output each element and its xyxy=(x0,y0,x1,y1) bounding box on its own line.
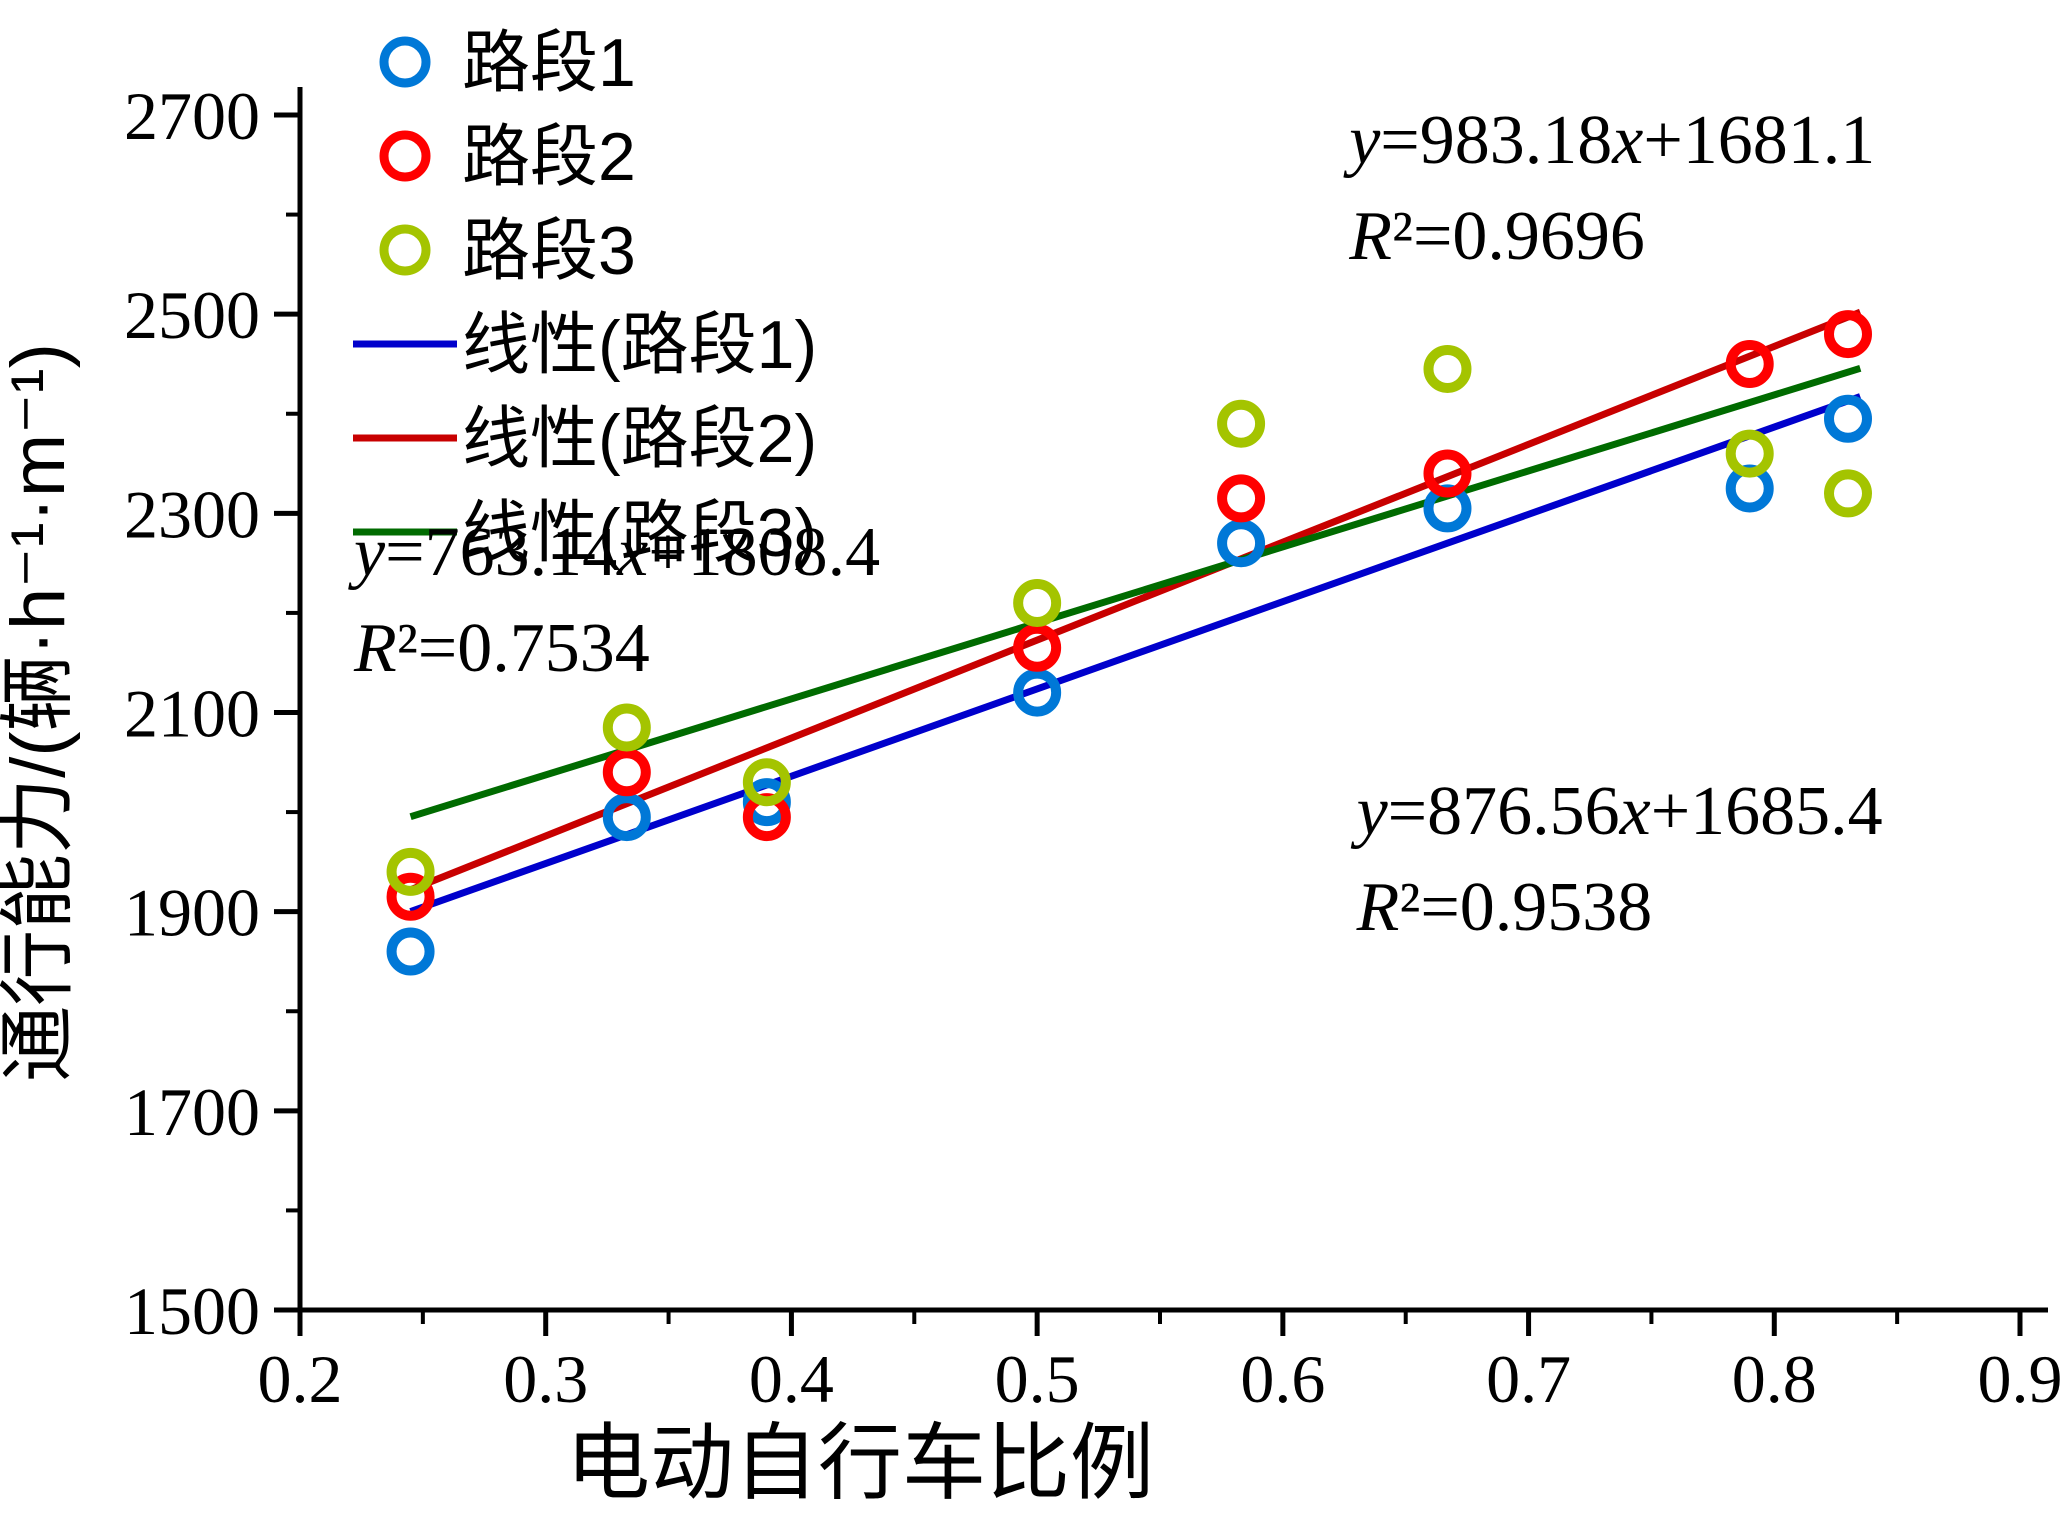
trend-line-3 xyxy=(409,364,1862,821)
x-tick-label: 0.4 xyxy=(749,1341,834,1417)
legend-label-trend-2: 线性(路段2) xyxy=(462,401,817,477)
scatter-point-series3 xyxy=(742,758,791,807)
scatter-point-series2 xyxy=(1423,449,1472,498)
y-axis-title: 通行能力/(辆·h⁻¹·m⁻¹) xyxy=(0,343,81,1082)
legend-label-series-3: 路段3 xyxy=(462,213,636,289)
annotation-equation-3: y=876.56x+1685.4 xyxy=(1351,773,1883,850)
trend-line-1 xyxy=(409,393,1862,915)
scatter-point-series2 xyxy=(602,748,651,797)
scatter-point-series2 xyxy=(1725,339,1774,388)
legend-label-trend-3: 线性(路段3) xyxy=(462,495,817,571)
legend-marker-circle-1 xyxy=(379,36,431,88)
scatter-point-series1 xyxy=(1824,394,1872,443)
x-tick-label: 0.3 xyxy=(503,1341,588,1417)
scatter-point-series2 xyxy=(386,872,435,921)
y-tick-label: 2100 xyxy=(124,676,260,752)
scatter-point-series2 xyxy=(1824,310,1872,359)
scatter-point-series2 xyxy=(1013,623,1062,672)
y-tick-label: 1900 xyxy=(124,875,260,951)
y-tick-label: 1700 xyxy=(124,1074,260,1150)
y-tick-label: 2300 xyxy=(124,476,260,552)
legend-label-series-1: 路段1 xyxy=(462,25,636,101)
scatter-point-series3 xyxy=(1725,429,1774,478)
annotation-r2-2: R²=0.7534 xyxy=(353,610,650,687)
legend-marker-circle-3 xyxy=(379,224,431,276)
scatter-point-series1 xyxy=(742,778,791,827)
legend-label-series-2: 路段2 xyxy=(462,119,636,195)
x-tick-label: 0.2 xyxy=(258,1341,343,1417)
scatter-point-series3 xyxy=(1824,469,1872,518)
annotation-r2-3: R²=0.9538 xyxy=(1356,869,1653,946)
scatter-point-series3 xyxy=(1013,578,1062,627)
scatter-point-series1 xyxy=(386,927,435,976)
y-tick-label: 2700 xyxy=(124,78,260,154)
x-axis-title: 电动自行车比例 xyxy=(566,1416,1154,1510)
x-tick-label: 0.8 xyxy=(1732,1341,1817,1417)
scatter-point-series3 xyxy=(1217,399,1266,448)
annotation-r2-1: R²=0.9696 xyxy=(1348,198,1645,275)
trend-line-2 xyxy=(409,308,1862,894)
annotation-equation-1: y=983.18x+1681.1 xyxy=(1343,102,1875,179)
y-tick-label: 2500 xyxy=(124,277,260,353)
legend-label-trend-1: 线性(路段1) xyxy=(462,307,817,383)
scatter-point-series3 xyxy=(386,847,435,896)
scatter-point-series2 xyxy=(1217,474,1266,523)
scatter-point-series3 xyxy=(1423,344,1472,393)
y-tick-label: 1500 xyxy=(124,1273,260,1349)
x-tick-label: 0.9 xyxy=(1978,1341,2063,1417)
scatter-point-series1 xyxy=(1217,519,1266,568)
x-tick-label: 0.6 xyxy=(1240,1341,1325,1417)
annotation-equation-2: y=763.14x+1808.4 xyxy=(348,514,880,591)
x-tick-label: 0.5 xyxy=(995,1341,1080,1417)
scatter-point-series1 xyxy=(1013,668,1062,717)
scatter-point-series3 xyxy=(602,703,651,752)
x-tick-label: 0.7 xyxy=(1486,1341,1571,1417)
scatter-point-series1 xyxy=(602,793,651,842)
legend-marker-circle-2 xyxy=(379,130,431,182)
